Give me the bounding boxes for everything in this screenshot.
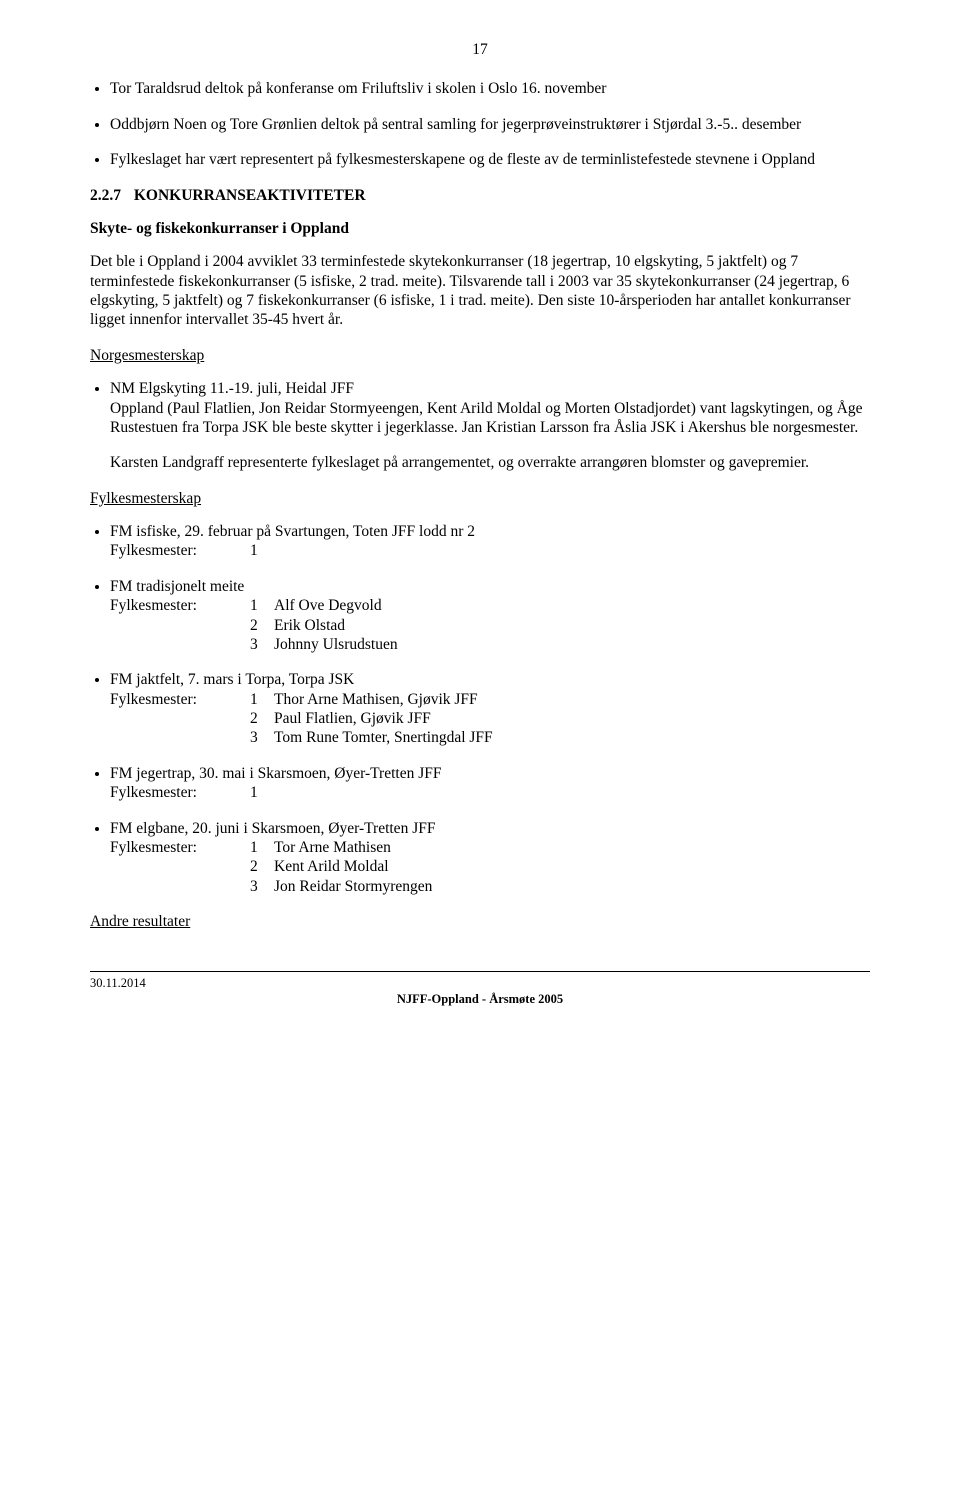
subheading: Skyte- og fiskekonkurranser i Oppland <box>90 219 870 238</box>
result-name: Thor Arne Mathisen, Gjøvik JFF <box>274 690 478 709</box>
nm-item-p1: Oppland (Paul Flatlien, Jon Reidar Storm… <box>110 399 870 438</box>
result-label <box>110 709 250 728</box>
result-name: Paul Flatlien, Gjøvik JFF <box>274 709 431 728</box>
body-paragraph: Det ble i Oppland i 2004 avviklet 33 ter… <box>90 252 870 330</box>
footer-divider <box>90 971 870 972</box>
section-number: 2.2.7 <box>90 186 130 205</box>
result-rank: 3 <box>250 728 274 747</box>
footer-title: NJFF-Oppland - Årsmøte 2005 <box>90 992 870 1008</box>
result-rank: 1 <box>250 838 274 857</box>
fm-item-title: FM jegertrap, 30. mai i Skarsmoen, Øyer-… <box>110 765 441 782</box>
result-label: Fylkesmester: <box>110 596 250 615</box>
nm-item-p2: Karsten Landgraff representerte fylkesla… <box>110 453 870 472</box>
nm-list: NM Elgskyting 11.-19. juli, Heidal JFF O… <box>90 379 870 473</box>
fm-list: FM isfiske, 29. februar på Svartungen, T… <box>90 522 870 896</box>
result-rank: 2 <box>250 857 274 876</box>
andre-resultater-heading: Andre resultater <box>90 912 870 931</box>
fm-item-title: FM isfiske, 29. februar på Svartungen, T… <box>110 523 475 540</box>
list-item: FM elgbane, 20. juni i Skarsmoen, Øyer-T… <box>110 819 870 897</box>
fylkesmesterskap-heading: Fylkesmesterskap <box>90 489 870 508</box>
result-rank: 1 <box>250 690 274 709</box>
result-line: 2 Erik Olstad <box>110 616 870 635</box>
fm-item-title: FM jaktfelt, 7. mars i Torpa, Torpa JSK <box>110 671 354 688</box>
result-label: Fylkesmester: <box>110 541 250 560</box>
result-line: Fylkesmester: 1 Alf Ove Degvold <box>110 596 870 615</box>
result-line: 2 Paul Flatlien, Gjøvik JFF <box>110 709 870 728</box>
result-rank: 1 <box>250 596 274 615</box>
result-rank: 1 <box>250 541 274 560</box>
section-heading: 2.2.7 KONKURRANSEAKTIVITETER <box>90 186 870 205</box>
result-label: Fylkesmester: <box>110 783 250 802</box>
page-footer: 30.11.2014 NJFF-Oppland - Årsmøte 2005 <box>90 971 870 1007</box>
top-bullet-list: Tor Taraldsrud deltok på konferanse om F… <box>90 79 870 169</box>
list-item: NM Elgskyting 11.-19. juli, Heidal JFF O… <box>110 379 870 473</box>
list-item: FM jaktfelt, 7. mars i Torpa, Torpa JSK … <box>110 670 870 748</box>
list-item: Tor Taraldsrud deltok på konferanse om F… <box>110 79 870 98</box>
result-line: 3 Johnny Ulsrudstuen <box>110 635 870 654</box>
norgesmesterskap-heading: Norgesmesterskap <box>90 346 870 365</box>
result-label <box>110 728 250 747</box>
result-line: 3 Tom Rune Tomter, Snertingdal JFF <box>110 728 870 747</box>
document-page: 17 Tor Taraldsrud deltok på konferanse o… <box>0 0 960 1038</box>
result-line: 3 Jon Reidar Stormyrengen <box>110 877 870 896</box>
list-item: Oddbjørn Noen og Tore Grønlien deltok på… <box>110 115 870 134</box>
section-title-text: KONKURRANSEAKTIVITETER <box>134 187 366 204</box>
page-number: 17 <box>90 40 870 59</box>
result-label <box>110 877 250 896</box>
result-label: Fylkesmester: <box>110 690 250 709</box>
nm-item-title: NM Elgskyting 11.-19. juli, Heidal JFF <box>110 380 354 397</box>
result-label: Fylkesmester: <box>110 838 250 857</box>
result-rank: 1 <box>250 783 274 802</box>
result-line: 2 Kent Arild Moldal <box>110 857 870 876</box>
fm-item-title: FM elgbane, 20. juni i Skarsmoen, Øyer-T… <box>110 820 435 837</box>
result-rank: 3 <box>250 635 274 654</box>
result-line: Fylkesmester: 1 <box>110 541 870 560</box>
result-label <box>110 635 250 654</box>
result-rank: 2 <box>250 709 274 728</box>
list-item: Fylkeslaget har vært representert på fyl… <box>110 150 870 169</box>
result-name: Tor Arne Mathisen <box>274 838 391 857</box>
list-item: FM jegertrap, 30. mai i Skarsmoen, Øyer-… <box>110 764 870 803</box>
result-rank: 3 <box>250 877 274 896</box>
list-item: FM tradisjonelt meite Fylkesmester: 1 Al… <box>110 577 870 655</box>
result-name: Jon Reidar Stormyrengen <box>274 877 432 896</box>
result-line: Fylkesmester: 1 Thor Arne Mathisen, Gjøv… <box>110 690 870 709</box>
result-name: Johnny Ulsrudstuen <box>274 635 398 654</box>
result-name: Erik Olstad <box>274 616 345 635</box>
result-line: Fylkesmester: 1 <box>110 783 870 802</box>
footer-date: 30.11.2014 <box>90 976 146 992</box>
result-name: Tom Rune Tomter, Snertingdal JFF <box>274 728 493 747</box>
result-name: Kent Arild Moldal <box>274 857 389 876</box>
list-item: FM isfiske, 29. februar på Svartungen, T… <box>110 522 870 561</box>
result-label <box>110 857 250 876</box>
result-rank: 2 <box>250 616 274 635</box>
fm-item-title: FM tradisjonelt meite <box>110 578 244 595</box>
result-label <box>110 616 250 635</box>
result-name: Alf Ove Degvold <box>274 596 382 615</box>
result-line: Fylkesmester: 1 Tor Arne Mathisen <box>110 838 870 857</box>
